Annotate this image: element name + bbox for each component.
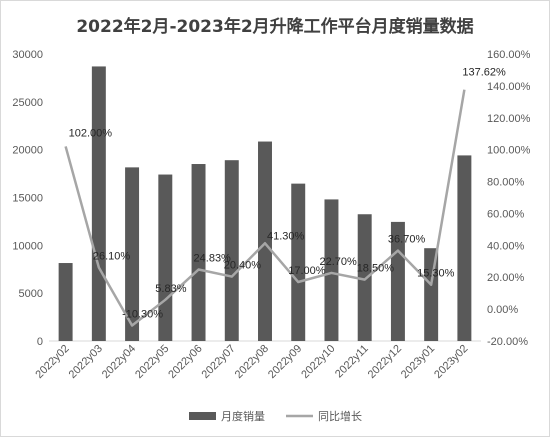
x-axis-tick-label: 2022y02 <box>33 343 71 381</box>
bar <box>324 199 339 341</box>
right-axis-tick-label: 100.00% <box>487 145 531 157</box>
left-axis-tick-label: 10000 <box>12 240 43 252</box>
bar <box>390 221 405 341</box>
data-labels: 102.00% 26.10% -10.30% 5.83% 24.83%20.40% 41.… <box>69 67 506 321</box>
left-axis-tick-label: 5000 <box>19 288 43 300</box>
left-axis-tick-label: 15000 <box>12 193 43 205</box>
bar <box>158 174 173 341</box>
line-data-label: 137.62% <box>462 67 506 79</box>
x-axis-tick-label: 2022y07 <box>200 343 238 381</box>
line-data-label: 41.30% <box>267 230 305 242</box>
x-axis-tick-label: 2022y08 <box>233 343 271 381</box>
x-axis-tick-label: 2022y09 <box>266 343 304 381</box>
x-axis-tick-label: 2022y05 <box>133 343 171 381</box>
right-axis-tick-label: 80.00% <box>487 177 525 189</box>
x-axis-tick-label: 2022y12 <box>366 343 404 381</box>
right-axis-tick-label: 20.00% <box>487 272 525 284</box>
line-data-label: 5.83% <box>155 283 186 295</box>
x-axis-tick-label: 2022y06 <box>166 343 204 381</box>
right-axis-tick-label: 40.00% <box>487 240 525 252</box>
left-axis-tick-label: 30000 <box>12 49 43 61</box>
legend-label-line: 同比增长 <box>318 409 362 423</box>
line-data-label: 22.70% <box>319 256 357 268</box>
x-axis-tick-label: 2022y04 <box>100 343 138 381</box>
line-data-label: -10.30% <box>122 309 163 321</box>
x-axis-tick-label: 2022y10 <box>299 343 337 381</box>
right-axis: -20.00% 0.00% 20.00% 40.00% 60.00% 80.00% 100.… <box>487 49 531 348</box>
chart-title: 2022年2月-2023年2月升降工作平台月度销量数据 <box>76 16 473 37</box>
right-axis-tick-label: 0.00% <box>487 304 518 316</box>
right-axis-tick-label: 120.00% <box>487 113 531 125</box>
legend: 月度销量 同比增长 <box>189 409 362 423</box>
line-data-label: 24.83% <box>194 253 232 265</box>
line-data-label: 36.70% <box>388 234 426 246</box>
line-data-label: 15.30% <box>417 268 455 280</box>
right-axis-tick-label: 160.00% <box>487 49 531 61</box>
left-axis-tick-label: 20000 <box>12 145 43 157</box>
x-axis-tick-label: 2022y11 <box>333 343 371 381</box>
bar <box>291 183 306 341</box>
bar-series <box>58 66 472 341</box>
line-series <box>64 89 466 327</box>
bar <box>258 141 272 341</box>
right-axis-tick-label: 140.00% <box>487 81 531 93</box>
x-axis-tick-label: 2023y01 <box>399 343 437 381</box>
left-axis: 0 5000 10000 15000 20000 25000 30000 <box>12 49 481 348</box>
legend-label-bar: 月度销量 <box>221 409 265 423</box>
line-data-label: 102.00% <box>69 127 113 139</box>
x-axis: 2022y022022y032022y042022y052022y062022y… <box>33 343 470 381</box>
bar <box>125 167 140 341</box>
x-axis-tick-label: 2022y03 <box>67 343 105 381</box>
line-data-label: 20.40% <box>224 260 262 272</box>
bar <box>58 263 73 341</box>
bar <box>457 155 472 341</box>
left-axis-tick-label: 25000 <box>12 97 43 109</box>
line-data-label: 18.50% <box>357 263 395 275</box>
legend-swatch-bar <box>189 412 216 420</box>
left-axis-tick-label: 0 <box>37 336 43 348</box>
x-axis-tick-label: 2023y02 <box>432 343 470 381</box>
right-axis-tick-label: -20.00% <box>487 336 528 348</box>
bar <box>224 160 239 341</box>
line-data-label: 26.10% <box>93 250 131 262</box>
bar <box>91 66 106 341</box>
line-data-label: 17.00% <box>288 265 326 277</box>
bar <box>357 214 372 341</box>
bar <box>191 164 206 341</box>
right-axis-tick-label: 60.00% <box>487 208 525 220</box>
